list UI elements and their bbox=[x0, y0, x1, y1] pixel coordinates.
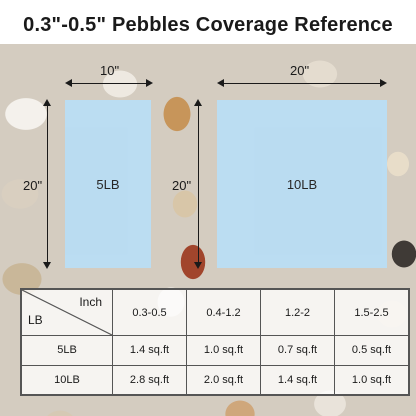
right-width-arrow-right bbox=[380, 79, 387, 87]
table-cell: 0.5 sq.ft bbox=[334, 335, 409, 366]
left-width-arrow-line bbox=[70, 83, 150, 84]
right-width-label: 20" bbox=[290, 63, 310, 78]
corner-inch-label: Inch bbox=[79, 295, 102, 309]
right-height-arrow-line bbox=[198, 104, 199, 264]
right-height-label: 20" bbox=[172, 178, 192, 193]
table-cell: 2.0 sq.ft bbox=[186, 364, 261, 395]
column-header: 0.4-1.2 bbox=[186, 289, 261, 336]
column-header: 1.2-2 bbox=[260, 289, 335, 336]
left-coverage-box: 5LB bbox=[65, 100, 151, 268]
table-corner-cell: Inch LB bbox=[21, 289, 113, 336]
row-label: 5LB bbox=[21, 335, 113, 366]
left-height-arrow-up bbox=[43, 99, 51, 106]
row-label: 10LB bbox=[21, 364, 113, 395]
left-width-arrow-left bbox=[65, 79, 72, 87]
right-box-label: 10LB bbox=[286, 176, 318, 192]
table-cell: 1.0 sq.ft bbox=[186, 335, 261, 366]
corner-diagonal bbox=[22, 290, 112, 335]
table-cell: 1.4 sq.ft bbox=[112, 335, 187, 366]
right-width-arrow-left bbox=[217, 79, 224, 87]
column-header: 1.5-2.5 bbox=[334, 289, 409, 336]
table-cell: 1.4 sq.ft bbox=[260, 364, 335, 395]
right-width-arrow-line bbox=[222, 83, 382, 84]
table-cell: 2.8 sq.ft bbox=[112, 364, 187, 395]
page-title: 0.3"-0.5" Pebbles Coverage Reference bbox=[23, 14, 393, 36]
left-height-arrow-line bbox=[47, 104, 48, 264]
column-header: 0.3-0.5 bbox=[112, 289, 187, 336]
left-width-label: 10" bbox=[100, 63, 120, 78]
table-cell: 0.7 sq.ft bbox=[260, 335, 335, 366]
table-row: 5LB 1.4 sq.ft 1.0 sq.ft 0.7 sq.ft 0.5 sq… bbox=[21, 335, 409, 366]
left-box-label: 5LB bbox=[96, 176, 120, 192]
table-row: 10LB 2.8 sq.ft 2.0 sq.ft 1.4 sq.ft 1.0 s… bbox=[21, 364, 409, 395]
left-height-arrow-down bbox=[43, 262, 51, 269]
coverage-table: Inch LB 0.3-0.5 0.4-1.2 1.2-2 1.5-2.5 5L… bbox=[20, 288, 410, 396]
left-width-arrow-right bbox=[146, 79, 153, 87]
corner-lb-label: LB bbox=[28, 313, 43, 327]
right-height-arrow-down bbox=[194, 262, 202, 269]
right-height-arrow-up bbox=[194, 99, 202, 106]
left-height-label: 20" bbox=[23, 178, 43, 193]
table-cell: 1.0 sq.ft bbox=[334, 364, 409, 395]
right-coverage-box: 10LB bbox=[217, 100, 387, 268]
